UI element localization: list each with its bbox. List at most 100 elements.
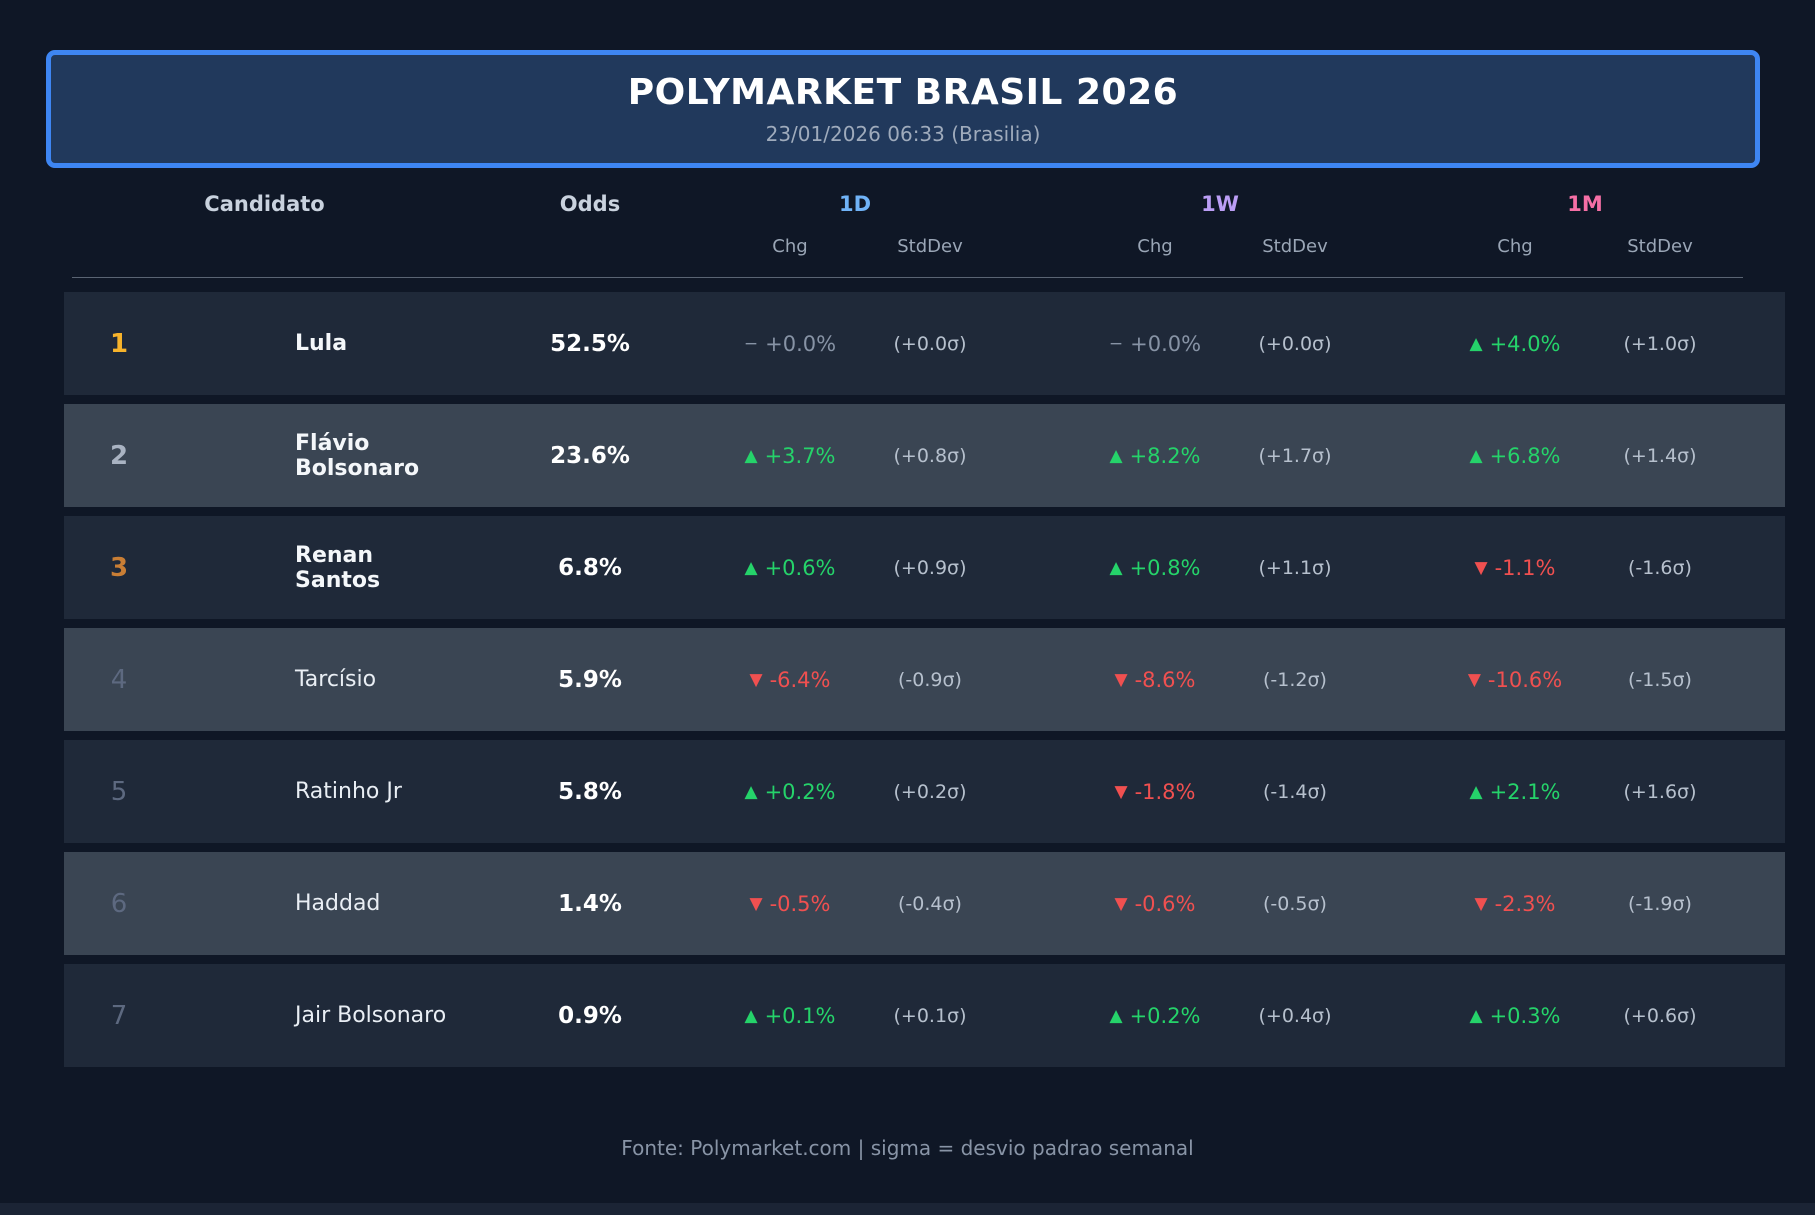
trend-1d-icon: ▲: [744, 781, 758, 802]
stddev-1m: (+1.6σ): [1623, 780, 1697, 803]
stddev-1w: (-0.5σ): [1263, 892, 1327, 915]
stddev-1d: (-0.9σ): [898, 668, 962, 691]
stddev-1w: (+1.1σ): [1258, 556, 1332, 579]
table-row: 5 Ratinho Jr 5.8% ▲ +0.2% (+0.2σ) ▼ -1.8% …: [64, 740, 1785, 843]
subheader-stddev-1d: StdDev: [897, 235, 963, 257]
trend-1d-icon: ▼: [749, 893, 763, 914]
candidate-name: Flávio Bolsonaro: [295, 430, 420, 481]
change-1d: ▼ -6.4%: [749, 667, 831, 692]
header-divider: [72, 277, 1743, 278]
candidate-name: Lula: [295, 331, 348, 356]
change-1d: ▲ +0.6%: [744, 555, 836, 580]
change-1d: − +0.0%: [743, 331, 837, 356]
table-row: 4 Tarcísio 5.9% ▼ -6.4% (-0.9σ) ▼ -8.6% (-…: [64, 628, 1785, 731]
subheader-chg-1d: Chg: [772, 235, 808, 257]
change-1w: ▲ +8.2%: [1109, 443, 1201, 468]
trend-1m-icon: ▲: [1469, 1005, 1483, 1026]
trend-1d-icon: ▲: [744, 445, 758, 466]
subheader-stddev-1w: StdDev: [1262, 235, 1328, 257]
rank-badge: 2: [109, 440, 129, 471]
candidate-name: Haddad: [295, 891, 381, 916]
table-row: 3 Renan Santos 6.8% ▲ +0.6% (+0.9σ) ▲ +0.8…: [64, 516, 1785, 619]
trend-1w-icon: ▼: [1114, 893, 1128, 914]
trend-1m-icon: ▼: [1467, 669, 1481, 690]
change-1m: ▼ -2.3%: [1474, 891, 1556, 916]
change-1m: ▲ +2.1%: [1469, 779, 1561, 804]
stddev-1w: (+0.0σ): [1258, 332, 1332, 355]
rank-badge: 4: [110, 664, 128, 695]
rank-badge: 5: [110, 776, 128, 807]
candidate-name: Jair Bolsonaro: [295, 1003, 447, 1028]
table-row: 6 Haddad 1.4% ▼ -0.5% (-0.4σ) ▼ -0.6% (-0.…: [64, 852, 1785, 955]
change-1m: ▲ +6.8%: [1469, 443, 1561, 468]
change-1d: ▲ +3.7%: [744, 443, 836, 468]
trend-1d-icon: −: [743, 333, 759, 354]
subheader-chg-1w: Chg: [1137, 235, 1173, 257]
trend-1m-icon: ▲: [1469, 333, 1483, 354]
stddev-1w: (-1.4σ): [1263, 780, 1327, 803]
trend-1w-icon: ▲: [1109, 445, 1123, 466]
change-1m: ▲ +4.0%: [1469, 331, 1561, 356]
change-1m: ▼ -10.6%: [1467, 667, 1563, 692]
change-1d: ▲ +0.2%: [744, 779, 836, 804]
odds-value: 1.4%: [558, 890, 622, 917]
header-panel: POLYMARKET BRASIL 2026 23/01/2026 06:33 …: [46, 50, 1760, 168]
column-group-1d: 1D: [838, 192, 872, 216]
trend-1d-icon: ▲: [744, 1005, 758, 1026]
change-1w: ▲ +0.2%: [1109, 1003, 1201, 1028]
stddev-1m: (+1.0σ): [1623, 332, 1697, 355]
stddev-1d: (+0.2σ): [893, 780, 967, 803]
candidate-name: Ratinho Jr: [295, 779, 402, 804]
change-1m: ▼ -1.1%: [1474, 555, 1556, 580]
bottom-strip: [0, 1203, 1815, 1215]
trend-1m-icon: ▲: [1469, 445, 1483, 466]
trend-1m-icon: ▲: [1469, 781, 1483, 802]
candidate-name: Renan Santos: [295, 542, 381, 593]
trend-1w-icon: ▼: [1114, 781, 1128, 802]
change-1d: ▼ -0.5%: [749, 891, 831, 916]
table-header-groups: Candidato Odds 1D 1W 1M: [64, 186, 1785, 222]
stddev-1m: (-1.5σ): [1628, 668, 1692, 691]
column-group-1w: 1W: [1201, 192, 1239, 216]
odds-value: 23.6%: [550, 442, 630, 469]
stddev-1d: (+0.9σ): [893, 556, 967, 579]
change-1w: ▲ +0.8%: [1109, 555, 1201, 580]
trend-1w-icon: ▲: [1109, 557, 1123, 578]
odds-value: 0.9%: [558, 1002, 622, 1029]
column-group-1m: 1M: [1567, 192, 1603, 216]
table-row: 1 Lula 52.5% − +0.0% (+0.0σ) − +0.0% (+0.0…: [64, 292, 1785, 395]
trend-1w-icon: ▲: [1109, 1005, 1123, 1026]
stddev-1m: (-1.6σ): [1628, 556, 1692, 579]
table-row: 2 Flávio Bolsonaro 23.6% ▲ +3.7% (+0.8σ) …: [64, 404, 1785, 507]
trend-1m-icon: ▼: [1474, 557, 1488, 578]
odds-value: 52.5%: [550, 330, 630, 357]
rank-badge: 7: [110, 1000, 128, 1031]
rank-badge: 3: [109, 552, 129, 583]
odds-value: 5.8%: [558, 778, 622, 805]
change-1w: ▼ -0.6%: [1114, 891, 1196, 916]
stddev-1m: (+1.4σ): [1623, 444, 1697, 467]
odds-value: 6.8%: [558, 554, 622, 581]
trend-1d-icon: ▼: [749, 669, 763, 690]
subheader-chg-1m: Chg: [1497, 235, 1533, 257]
trend-1w-icon: −: [1108, 333, 1124, 354]
stddev-1w: (+0.4σ): [1258, 1004, 1332, 1027]
stddev-1d: (-0.4σ): [898, 892, 962, 915]
stddev-1m: (+0.6σ): [1623, 1004, 1697, 1027]
stddev-1m: (-1.9σ): [1628, 892, 1692, 915]
candidates-table-body: 1 Lula 52.5% − +0.0% (+0.0σ) − +0.0% (+0.0…: [64, 292, 1785, 1076]
candidate-name: Tarcísio: [295, 667, 377, 692]
stddev-1w: (+1.7σ): [1258, 444, 1332, 467]
stddev-1d: (+0.8σ): [893, 444, 967, 467]
table-header-subcolumns: Chg StdDev Chg StdDev Chg StdDev: [64, 230, 1785, 262]
stddev-1w: (-1.2σ): [1263, 668, 1327, 691]
stddev-1d: (+0.0σ): [893, 332, 967, 355]
trend-1d-icon: ▲: [744, 557, 758, 578]
stddev-1d: (+0.1σ): [893, 1004, 967, 1027]
source-note: Fonte: Polymarket.com | sigma = desvio p…: [621, 1136, 1194, 1160]
change-1w: − +0.0%: [1108, 331, 1202, 356]
change-1w: ▼ -8.6%: [1114, 667, 1196, 692]
timestamp: 23/01/2026 06:33 (Brasilia): [765, 122, 1041, 146]
trend-1m-icon: ▼: [1474, 893, 1488, 914]
table-row: 7 Jair Bolsonaro 0.9% ▲ +0.1% (+0.1σ) ▲ +0…: [64, 964, 1785, 1067]
